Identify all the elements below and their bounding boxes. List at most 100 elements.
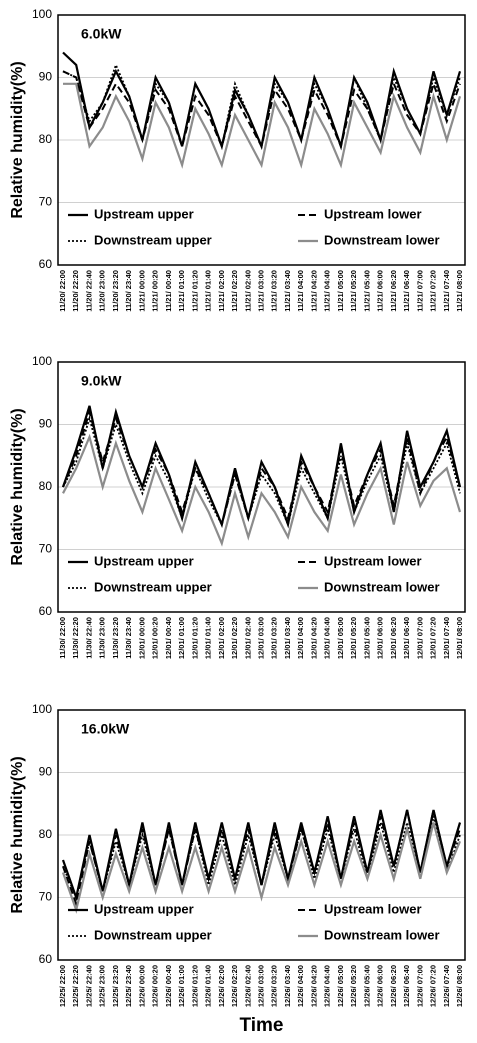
x-tick-label: 11/21/ 04:40 (323, 270, 332, 312)
x-tick-label: 11/21/ 03:20 (270, 270, 279, 312)
annotation: 16.0kW (81, 721, 130, 737)
x-tick-label: 11/20/ 22:00 (58, 270, 67, 312)
x-tick-label: 12/25/ 23:20 (111, 965, 120, 1007)
series-line (61, 822, 462, 914)
x-tick-label: 11/30/ 23:00 (98, 617, 107, 659)
y-tick-label: 70 (39, 195, 53, 209)
y-axis-title: Relative humidity(%) (9, 408, 26, 565)
y-tick-label: 90 (39, 417, 53, 431)
x-tick-label: 12/26/ 07:20 (429, 965, 438, 1007)
x-tick-label: 11/21/ 07:40 (442, 270, 451, 312)
x-tick-label: 12/25/ 22:00 (58, 965, 67, 1007)
x-axis-title: Time (239, 1015, 283, 1036)
x-tick-label: 12/26/ 03:20 (270, 965, 279, 1007)
x-tick-label: 12/01/ 05:40 (362, 617, 371, 659)
legend-label: Upstream lower (324, 901, 422, 916)
x-tick-label: 12/25/ 22:20 (71, 965, 80, 1007)
x-tick-label: 12/25/ 22:40 (84, 965, 93, 1007)
x-tick-label: 11/21/ 00:20 (151, 270, 160, 312)
x-tick-label: 11/20/ 22:20 (71, 270, 80, 312)
y-tick-label: 100 (32, 354, 52, 368)
y-tick-label: 100 (32, 7, 52, 21)
series-line (61, 405, 462, 529)
x-tick-label: 11/21/ 01:00 (177, 270, 186, 312)
x-tick-label: 12/26/ 05:40 (362, 965, 371, 1007)
x-tick-label: 11/21/ 03:40 (283, 270, 292, 312)
plot-frame (57, 14, 466, 266)
x-tick-label: 12/26/ 00:40 (164, 965, 173, 1007)
x-tick-label: 11/21/ 06:00 (376, 270, 385, 312)
x-tick-label: 11/20/ 22:40 (84, 270, 93, 312)
legend-label: Downstream lower (324, 579, 440, 594)
plot-frame (57, 709, 466, 961)
plot-frame (57, 361, 466, 613)
x-tick-label: 12/01/ 05:20 (349, 617, 358, 659)
x-tick-label: 11/21/ 06:40 (402, 270, 411, 312)
x-tick-label: 12/26/ 03:00 (256, 965, 265, 1007)
x-tick-label: 12/26/ 01:00 (177, 965, 186, 1007)
annotation: 6.0kW (81, 26, 122, 42)
x-tick-label: 11/21/ 06:20 (389, 270, 398, 312)
x-tick-label: 12/01/ 07:20 (429, 617, 438, 659)
series-line (63, 82, 462, 169)
x-tick-label: 11/21/ 07:00 (415, 270, 424, 312)
x-tick-label: 12/26/ 06:20 (389, 965, 398, 1007)
y-tick-label: 80 (39, 132, 53, 146)
x-tick-label: 11/21/ 02:20 (230, 270, 239, 312)
x-tick-label: 12/01/ 06:20 (389, 617, 398, 659)
x-tick-label: 11/21/ 07:20 (429, 270, 438, 312)
x-tick-label: 12/26/ 01:20 (190, 965, 199, 1007)
x-tick-label: 12/01/ 06:40 (402, 617, 411, 659)
x-tick-label: 11/21/ 00:00 (137, 270, 146, 312)
x-tick-label: 11/21/ 05:40 (362, 270, 371, 312)
legend-label: Downstream upper (94, 927, 212, 942)
x-tick-label: 12/01/ 05:00 (336, 617, 345, 659)
x-tick-label: 11/21/ 04:20 (309, 270, 318, 312)
x-tick-label: 12/26/ 02:40 (243, 965, 252, 1007)
x-tick-label: 12/01/ 03:00 (256, 617, 265, 659)
x-tick-label: 12/01/ 06:00 (376, 617, 385, 659)
x-tick-label: 12/25/ 23:40 (124, 965, 133, 1007)
series-line (62, 62, 461, 150)
x-tick-label: 12/26/ 06:40 (402, 965, 411, 1007)
x-tick-label: 12/01/ 08:00 (455, 617, 464, 659)
x-tick-label: 12/01/ 07:40 (442, 617, 451, 659)
series-line (62, 433, 462, 547)
y-tick-label: 80 (39, 827, 53, 841)
x-tick-label: 12/01/ 01:40 (204, 617, 213, 659)
x-tick-label: 12/26/ 03:40 (283, 965, 292, 1007)
x-tick-label: 12/26/ 07:40 (442, 965, 451, 1007)
x-tick-label: 12/01/ 02:20 (230, 617, 239, 659)
legend-label: Upstream upper (94, 206, 194, 221)
y-tick-label: 100 (32, 702, 52, 716)
x-tick-label: 12/26/ 00:20 (151, 965, 160, 1007)
x-tick-label: 12/01/ 04:00 (296, 617, 305, 659)
x-tick-label: 11/21/ 02:40 (243, 270, 252, 312)
legend-label: Upstream upper (94, 901, 194, 916)
x-tick-label: 11/21/ 08:00 (455, 270, 464, 312)
x-tick-label: 12/26/ 05:00 (336, 965, 345, 1007)
x-tick-label: 11/21/ 01:40 (204, 270, 213, 312)
x-tick-label: 11/21/ 03:00 (256, 270, 265, 312)
x-tick-label: 12/26/ 02:20 (230, 965, 239, 1007)
legend-label: Downstream upper (94, 579, 212, 594)
legend-label: Upstream upper (94, 553, 194, 568)
legend-label: Downstream lower (324, 232, 440, 247)
x-tick-label: 12/01/ 03:20 (270, 617, 279, 659)
x-tick-label: 12/26/ 00:00 (137, 965, 146, 1007)
y-tick-label: 60 (39, 257, 53, 271)
x-tick-label: 12/01/ 02:00 (217, 617, 226, 659)
x-tick-label: 11/30/ 22:40 (84, 617, 93, 659)
y-tick-label: 60 (39, 604, 53, 618)
legend-label: Upstream lower (324, 206, 422, 221)
y-tick-label: 80 (39, 479, 53, 493)
y-axis-title: Relative humidity(%) (9, 756, 26, 913)
x-tick-label: 12/01/ 00:40 (164, 617, 173, 659)
x-tick-label: 12/26/ 04:20 (309, 965, 318, 1007)
x-tick-label: 12/26/ 04:00 (296, 965, 305, 1007)
legend-label: Downstream upper (94, 232, 212, 247)
x-tick-label: 11/21/ 01:20 (190, 270, 199, 312)
legend-label: Downstream lower (324, 927, 440, 942)
y-tick-label: 90 (39, 765, 53, 779)
